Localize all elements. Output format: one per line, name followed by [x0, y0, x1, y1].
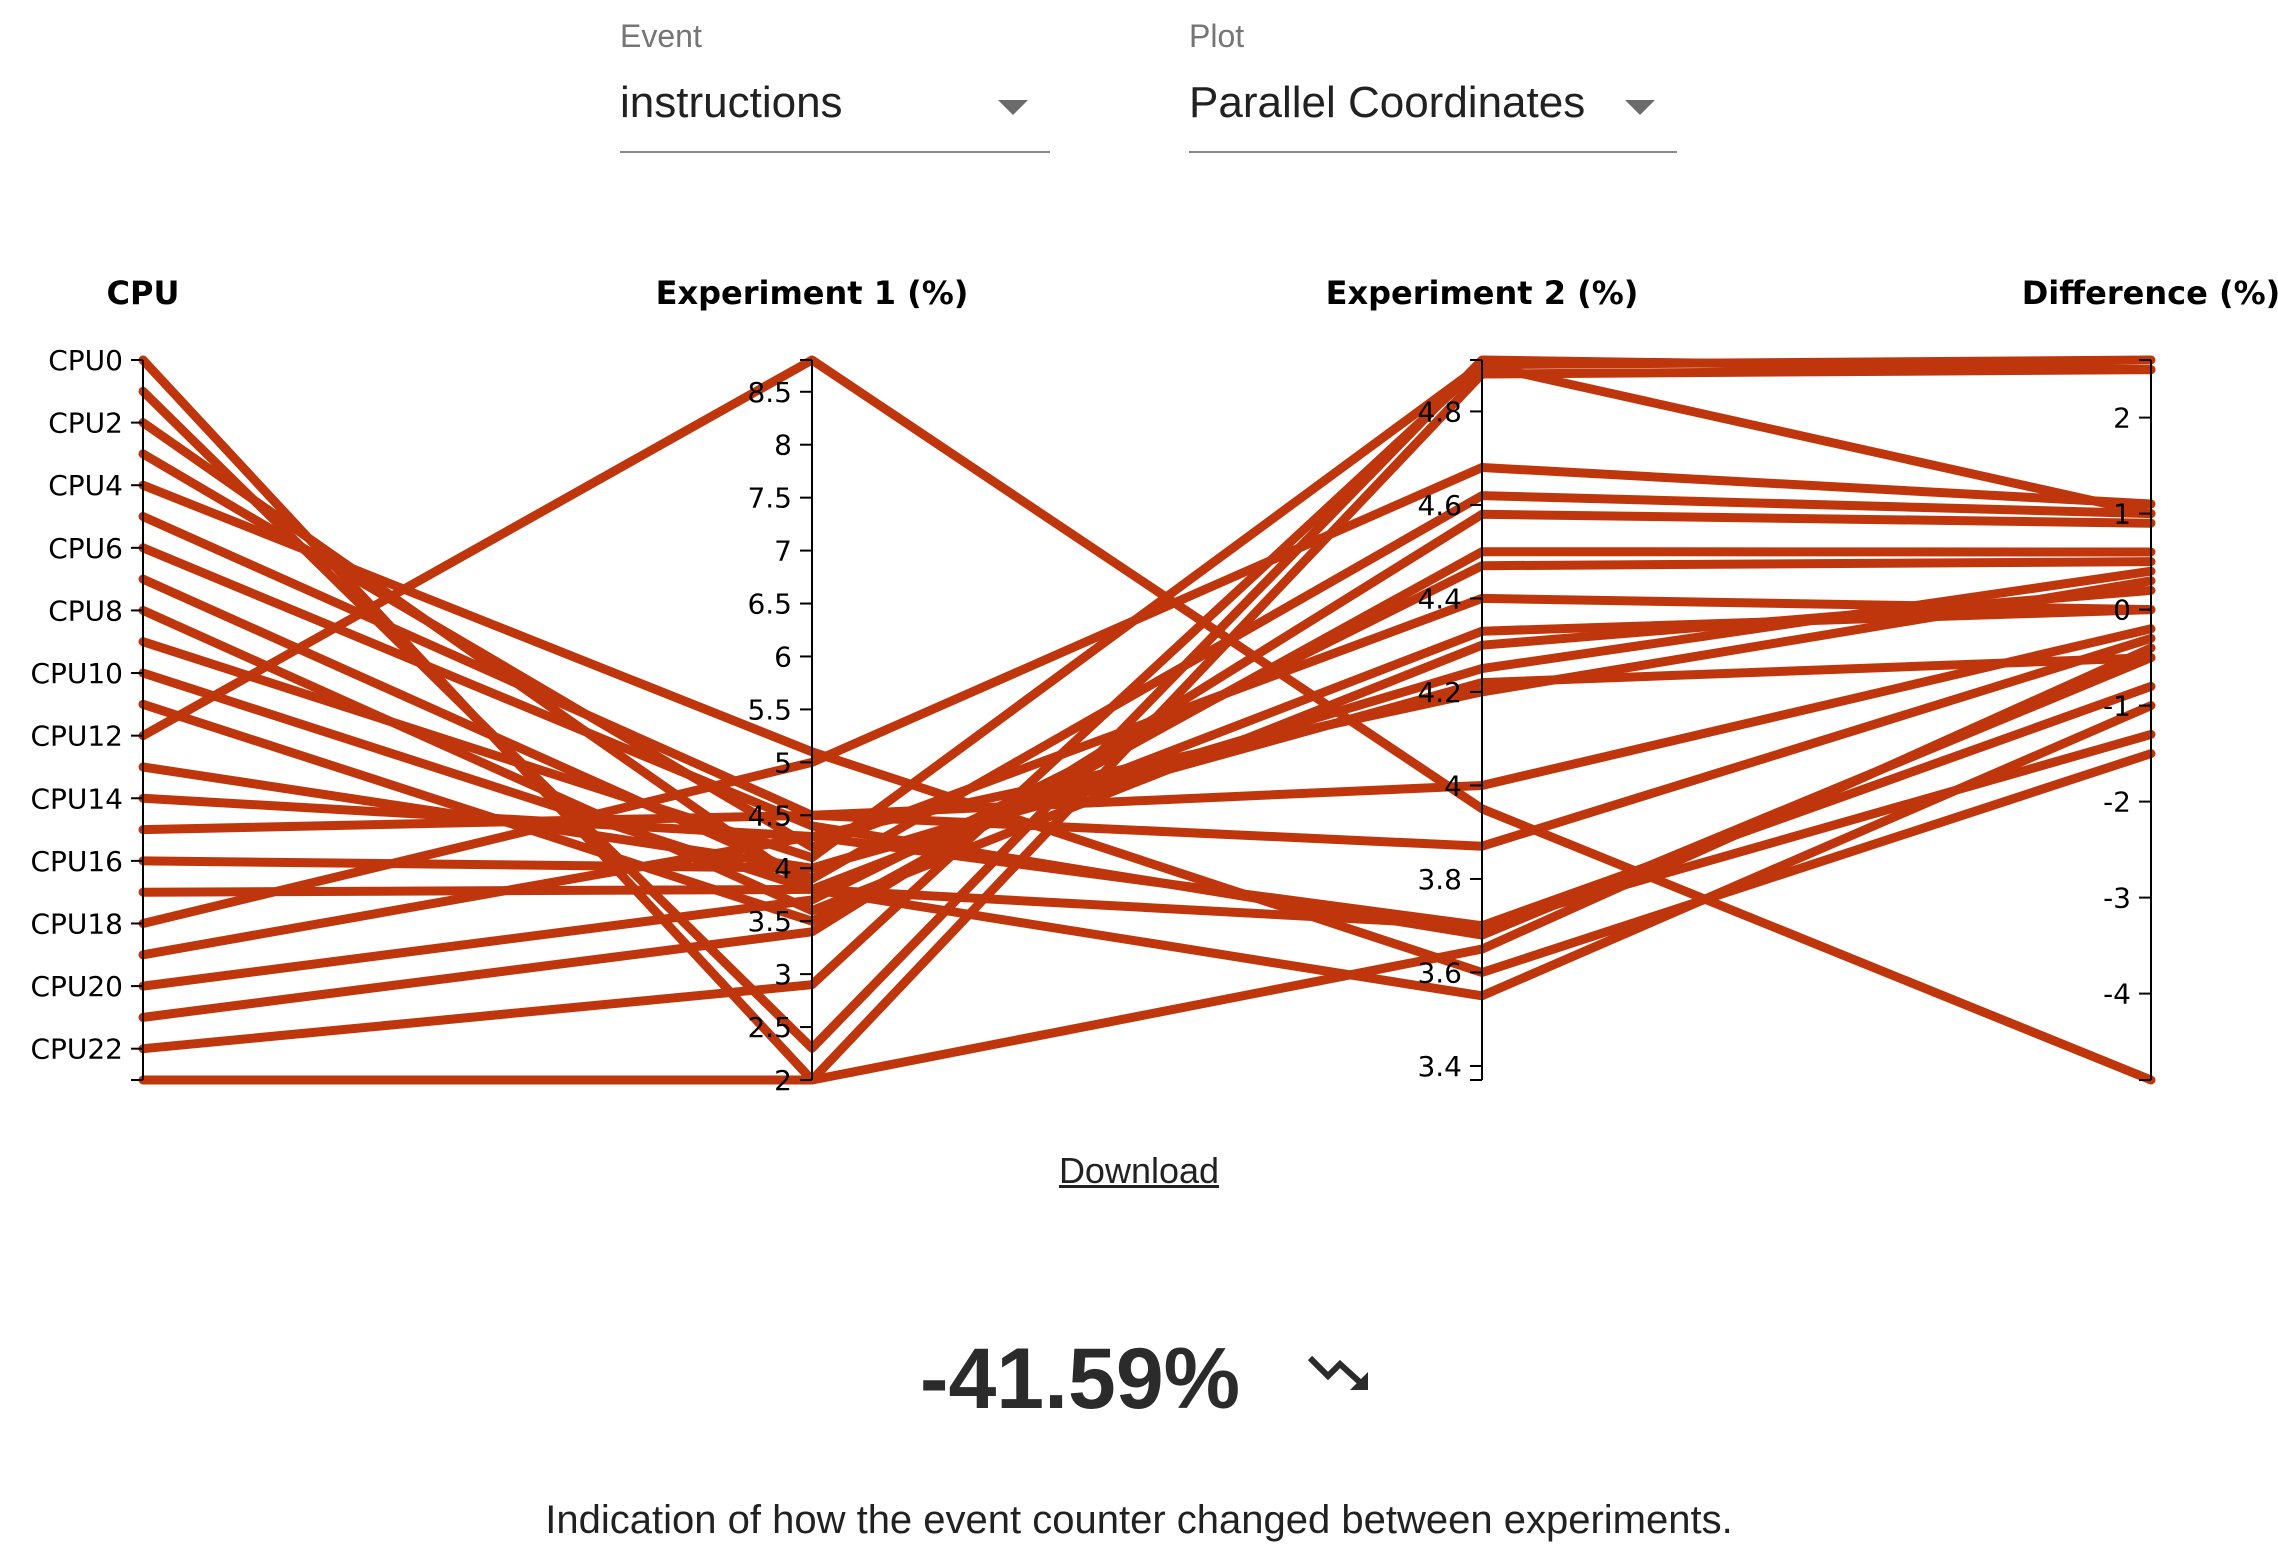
axis-tick-label: 7 — [774, 535, 792, 568]
axis-tick-label: 4.4 — [1417, 582, 1462, 615]
axis-tick-label: 2 — [2113, 402, 2131, 435]
plot-select-value: Parallel Coordinates — [1189, 78, 1586, 127]
axis-tick-label: -2 — [2103, 786, 2131, 819]
cpu-line-cpu2 — [138, 418, 2156, 931]
axis-2: Experiment 2 (%) 3.4 3.6 3.8 4 4.2 4.4 4.6 4.8 — [1326, 274, 1639, 1083]
axis-tick-label: 3.8 — [1417, 863, 1462, 896]
axis-tick-label: 5 — [774, 746, 792, 779]
axis-tick-label: CPU4 — [48, 469, 123, 502]
axis-tick-label: 4.8 — [1417, 395, 1462, 428]
axis-tick-label: 1 — [2113, 498, 2131, 531]
axis-tick-label: 2 — [774, 1064, 792, 1097]
axis-tick-label: CPU14 — [30, 782, 123, 815]
axis-title: Experiment 1 (%) — [656, 274, 969, 312]
cpu-line-cpu18 — [138, 463, 2156, 928]
axis-tick-label: CPU12 — [30, 720, 123, 753]
axis-title: Difference (%) — [2022, 274, 2278, 312]
cpu-line-cpu4 — [138, 480, 2156, 977]
event-select-underline — [620, 151, 1050, 153]
trending-down-icon — [1307, 1355, 1368, 1390]
axis-tick-label: 4.6 — [1417, 489, 1462, 522]
axes-layer: CPU CPU0 CPU2 CPU4 CPU6 CPU8 CPU10 CPU12 CPU14 CP… — [30, 274, 2278, 1097]
axis-tick-label: CPU16 — [30, 845, 123, 878]
plot-select[interactable]: Plot Parallel Coordinates — [1189, 0, 1677, 155]
axis-tick-label: -1 — [2103, 690, 2131, 723]
axis-tick-label: 5.5 — [747, 693, 792, 726]
chevron-down-icon[interactable] — [1625, 100, 1655, 115]
axis-tick-label: CPU0 — [48, 344, 123, 377]
axis-tick-label: CPU10 — [30, 657, 123, 690]
plot-select-label: Plot — [1189, 18, 1245, 54]
axis-tick-label: 4 — [1444, 769, 1462, 802]
axis-tick-label: 3.6 — [1417, 956, 1462, 989]
event-select-value: instructions — [620, 78, 843, 127]
parallel-coordinates-chart: CPU CPU0 CPU2 CPU4 CPU6 CPU8 CPU10 CPU12 CPU14 CP… — [30, 274, 2278, 1097]
axis-tick-label: -4 — [2103, 978, 2131, 1011]
axis-tick-label: 3.5 — [747, 905, 792, 938]
axis-title: Experiment 2 (%) — [1326, 274, 1639, 312]
download-link[interactable]: Download — [1058, 1150, 1220, 1191]
plot-select-underline — [1189, 151, 1677, 153]
chevron-down-icon[interactable] — [998, 100, 1028, 115]
axis-tick-label: 3 — [774, 958, 792, 991]
axis-tick-label: 8 — [774, 429, 792, 462]
cpu-line-cpu22 — [138, 355, 2156, 1054]
axis-3: Difference (%) -4 -3 -2 -1 0 1 2 — [2022, 274, 2278, 1081]
event-select-label: Event — [620, 18, 702, 54]
axis-tick-label: -3 — [2103, 882, 2131, 915]
axis-tick-label: 6.5 — [747, 588, 792, 621]
axis-title: CPU — [107, 274, 180, 312]
axis-tick-label: 2.5 — [747, 1011, 792, 1044]
cpu-line-cpu12 — [138, 355, 2156, 1085]
axis-0: CPU CPU0 CPU2 CPU4 CPU6 CPU8 CPU10 CPU12 CPU14 CP… — [30, 274, 180, 1081]
cpu-line-cpu10 — [138, 668, 2156, 1001]
cpu-line-cpu14 — [138, 729, 2156, 931]
axis-tick-label: 0 — [2113, 594, 2131, 627]
axis-tick-label: CPU6 — [48, 532, 123, 565]
cpu-line-cpu7 — [138, 491, 2156, 884]
axis-tick-label: 4.5 — [747, 799, 792, 832]
axis-tick-label: 4.2 — [1417, 676, 1462, 709]
polylines-layer — [138, 355, 2156, 1085]
axis-tick-label: CPU8 — [48, 594, 123, 627]
axis-tick-label: 4 — [774, 852, 792, 885]
axis-tick-label: 7.5 — [747, 482, 792, 515]
event-select[interactable]: Event instructions — [620, 0, 1050, 155]
summary-percentage: -41.59% — [919, 1331, 1241, 1427]
axis-tick-label: CPU18 — [30, 907, 123, 940]
cpu-line-cpu23 — [138, 365, 2156, 1085]
cpu-line-cpu19 — [138, 576, 2156, 960]
cpu-line-cpu15 — [138, 633, 2156, 851]
axis-tick-label: CPU20 — [30, 970, 123, 1003]
axis-tick-label: 3.4 — [1417, 1050, 1462, 1083]
axis-tick-label: CPU2 — [48, 407, 123, 440]
cpu-line-cpu5 — [138, 512, 2156, 820]
caption-text: Indication of how the event counter chan… — [545, 1498, 1733, 1542]
axis-tick-label: 6 — [774, 640, 792, 673]
axis-1: Experiment 1 (%) 2 2.5 3 3.5 4 4.5 5 5.5 6 6.5 7 7.5… — [656, 274, 969, 1097]
axis-tick-label: 8.5 — [747, 376, 792, 409]
axis-tick-label: CPU22 — [30, 1033, 123, 1066]
